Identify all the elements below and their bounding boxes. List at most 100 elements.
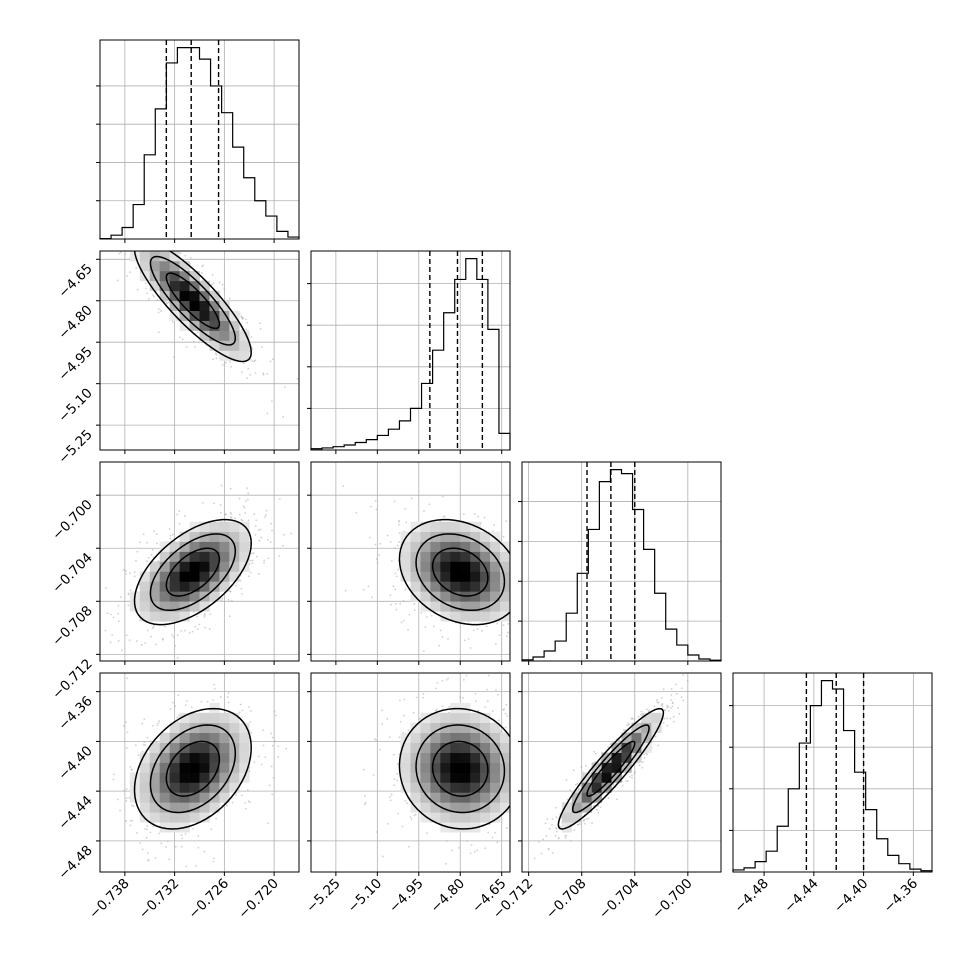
density-bin [179,561,190,572]
scatter-point [584,764,587,767]
density-bin [169,270,180,282]
density-bin [400,541,411,552]
density-bin [440,531,451,542]
density-bin [209,802,220,813]
hist-panel-4: −4.48 −4.44 −4.40 −4.36 [729,672,933,917]
density-bin [460,752,471,763]
scatter-point [259,322,261,325]
density-bin [641,712,652,724]
scatter-point [667,709,670,712]
scatter-point [670,707,672,710]
density-content [362,674,555,865]
density-bin [189,290,200,302]
scatter-point [125,634,128,637]
density-bin [169,802,180,813]
scatter-point [285,747,288,750]
density-bin [480,802,491,813]
scatter-point [617,740,620,743]
density-bin [189,762,200,773]
scatter-point [184,704,187,706]
scatter-point [210,283,213,286]
density-bin [420,591,431,602]
scatter-point [249,720,252,723]
density-bin [490,601,501,612]
density-bin [480,712,491,724]
hist-panel-1 [96,39,300,243]
scatter-point [628,775,631,778]
density-bin [229,350,240,361]
scatter-point [569,789,571,792]
density-bin [410,722,421,733]
scatter-point [551,823,553,826]
contour-line [149,533,237,612]
density-bin [631,742,642,753]
scatter-point [621,784,624,787]
scatter-point [505,703,508,706]
scatter-point [570,839,572,842]
scatter-point [537,600,539,602]
scatter-point [258,573,260,575]
density-bin [169,280,180,292]
density-bin [420,732,431,743]
scatter-point [267,822,269,825]
scatter-point [498,634,501,637]
density-bin [470,762,481,773]
scatter-point [136,288,139,291]
scatter-point [147,859,149,862]
scatter-point [438,644,441,647]
scatter-point [403,714,406,717]
density-bin [199,722,210,733]
scatter-point [152,825,155,828]
scatter-point [219,504,222,506]
panel-frame [521,461,722,662]
scatter-point [249,373,252,376]
scatter-point [77,177,79,179]
scatter-point [118,252,121,255]
density-bin [480,732,491,743]
scatter-point [282,544,284,547]
scatter-point [116,798,119,801]
scatter-point [666,724,669,727]
scatter-point [166,302,169,305]
scatter-point [420,611,423,614]
scatter-point [517,786,519,788]
scatter-point [592,805,595,808]
scatter-point [374,543,377,546]
scatter-point [268,784,271,787]
scatter-point [239,579,242,582]
scatter-point [633,772,636,775]
density-bin [199,310,210,321]
density-bin [480,772,491,783]
scatter-point [274,714,277,717]
scatter-point [512,822,514,824]
scatter-point [153,226,155,228]
scatter-point [194,345,196,348]
density-bin [500,581,510,592]
scatter-point [492,530,494,533]
scatter-point [364,802,367,804]
scatter-point [393,778,396,780]
scatter-point [147,298,150,300]
x-tick-label: −4.44 [781,876,822,917]
scatter-point [545,607,547,609]
scatter-point [574,783,577,786]
scatter-point [515,786,517,788]
scatter-point [524,783,526,785]
density-bin [470,541,481,552]
scatter-point [524,597,526,599]
scatter-point [553,798,555,800]
density-bin [189,531,200,542]
scatter-point [140,234,142,236]
scatter-point [122,789,125,792]
scatter-point [504,712,507,715]
density-bin [500,601,510,612]
density-bin [450,812,461,823]
panel-frame [99,39,300,240]
density-bin [420,742,431,753]
density-bin [430,601,441,612]
scatter-point [129,765,132,768]
scatter-point [119,809,121,812]
scatter-point [662,688,665,691]
scatter-point [196,615,199,618]
density-bin [500,551,510,562]
